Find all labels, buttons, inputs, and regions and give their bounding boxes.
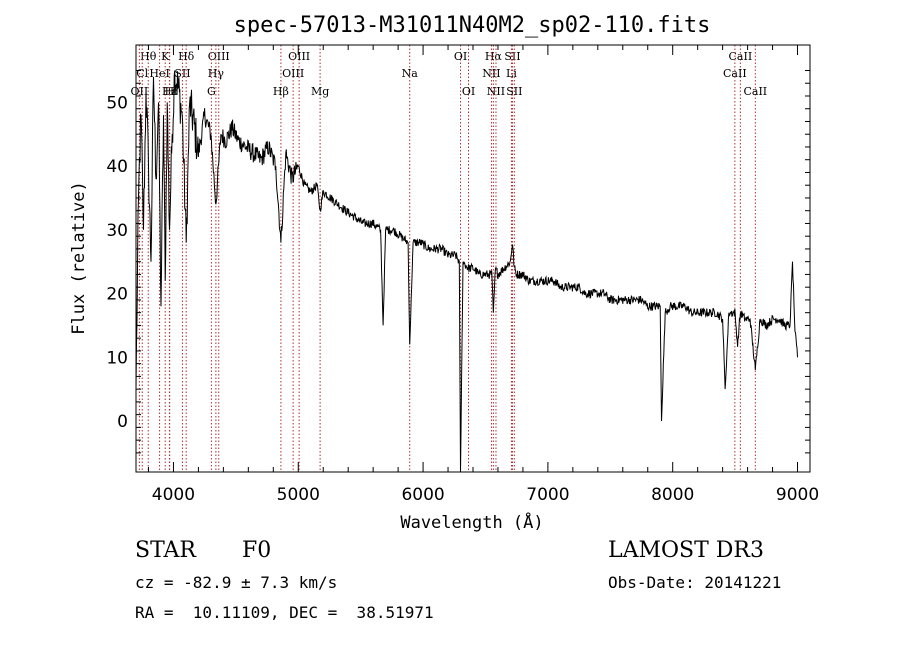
plot-frame: [135, 44, 811, 473]
line-label-13: OIII: [288, 50, 310, 63]
line-label-17: OI: [454, 50, 467, 63]
redshift-cz: cz = -82.9 ± 7.3 km/s: [135, 573, 338, 592]
line-label-4: HeI: [149, 67, 169, 80]
line-label-27: CaII: [743, 85, 767, 98]
line-label-23: Li: [506, 67, 517, 80]
y-tick-label: 10: [106, 348, 128, 368]
x-tick-label: 9000: [776, 485, 819, 505]
x-axis: 4000 5000 6000 7000 8000 9000: [147, 45, 819, 505]
y-tick-label: 0: [117, 412, 128, 432]
chart-title: spec-57013-M31011N40M2_sp02-110.fits: [234, 13, 711, 38]
line-label-24: SII: [506, 85, 522, 98]
line-label-11: G: [207, 85, 216, 98]
line-label-21: NII: [487, 85, 505, 98]
object-class: STAR: [135, 538, 196, 563]
line-label-20: NII: [482, 67, 500, 80]
line-label-9: OIII: [208, 50, 230, 63]
line-label-2: OII: [131, 85, 149, 98]
y-tick-label: 20: [106, 285, 128, 305]
line-label-0: Hθ: [140, 50, 157, 63]
survey-name: LAMOST DR3: [608, 538, 764, 563]
line-label-22: SII: [504, 50, 520, 63]
object-subclass: F0: [242, 538, 272, 563]
y-tick-label: 50: [106, 93, 128, 113]
line-label-8: Hδ: [178, 50, 195, 63]
line-label-16: Na: [402, 67, 419, 80]
x-tick-label: 5000: [277, 485, 320, 505]
line-label-12: Hβ: [273, 85, 289, 98]
spectrum-line: [135, 70, 798, 473]
observation-date: Obs-Date: 20141221: [608, 573, 782, 592]
x-tick-label: 6000: [401, 485, 444, 505]
line-label-26: CaII: [723, 67, 747, 80]
x-axis-label: Wavelength (Å): [400, 511, 543, 533]
line-label-14: OIII: [282, 67, 304, 80]
line-label-15: Mg: [311, 85, 329, 98]
line-label-19: Hα: [485, 50, 503, 63]
line-label-10: Hγ: [208, 67, 225, 80]
x-tick-label: 4000: [152, 485, 195, 505]
x-tick-label: 8000: [651, 485, 694, 505]
y-tick-label: 40: [106, 157, 128, 177]
coordinates: RA = 10.11109, DEC = 38.51971: [135, 603, 434, 622]
y-tick-label: 30: [106, 221, 128, 241]
x-tick-label: 7000: [526, 485, 569, 505]
line-label-7: H: [165, 85, 175, 98]
line-label-1: Cl: [136, 67, 148, 80]
line-label-18: OI: [462, 85, 475, 98]
line-label-6: SII: [174, 67, 190, 80]
y-axis-label: Flux (relative): [69, 181, 89, 335]
line-label-25: CaII: [729, 50, 753, 63]
line-label-3: K: [161, 50, 170, 63]
y-axis: 0 10 20 30 40 50: [106, 69, 810, 454]
